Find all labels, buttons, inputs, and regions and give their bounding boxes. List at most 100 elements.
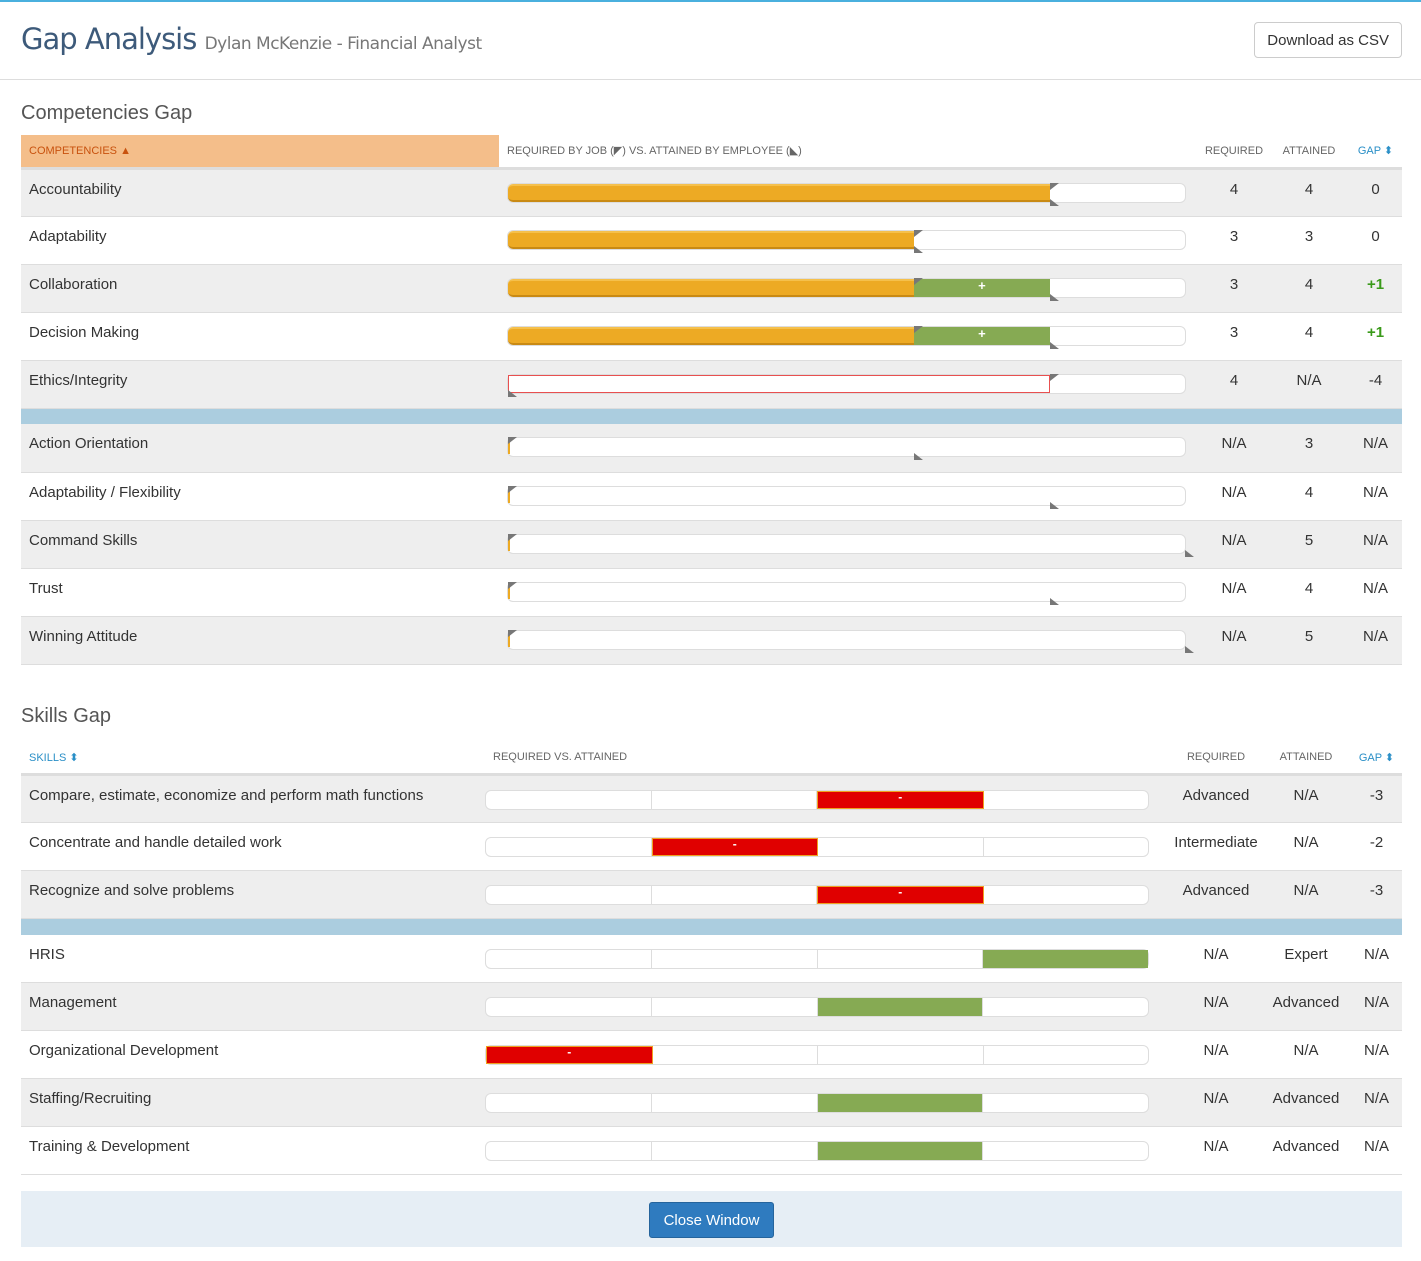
competency-name: Ethics/Integrity [21,360,499,409]
skill-bar [485,948,1149,969]
level-segment [652,886,817,904]
gap-bar-cell [499,568,1199,617]
level-segment [486,1142,652,1160]
gap-value: 0 [1349,168,1402,217]
attained-value: Advanced [1261,1078,1351,1127]
skill-bar-cell [485,982,1171,1031]
gap-value: N/A [1349,568,1402,617]
competency-name: Decision Making [21,312,499,361]
required-value: Intermediate [1171,822,1261,871]
gap-bar [507,533,1194,557]
skill-bar: - [485,1045,1149,1065]
gap-value: N/A [1351,934,1402,983]
attained-column-header: ATTAINED [1269,135,1349,170]
required-value: N/A [1171,1126,1261,1175]
skills-section: Skills Gap SKILLS ⬍ REQUIRED VS. ATTAINE… [0,704,1421,1175]
skill-name: Training & Development [21,1126,485,1175]
level-segment [984,838,1149,856]
attained-flag-icon [1185,645,1194,653]
close-window-button[interactable]: Close Window [648,1202,775,1238]
level-segment [984,1046,1149,1064]
skill-bar: - [485,885,1149,905]
gap-value: N/A [1349,520,1402,569]
download-csv-button[interactable]: Download as CSV [1254,22,1402,58]
skill-bar-cell [485,934,1171,983]
attained-value: N/A [1261,870,1351,919]
attained-flag-icon [1049,501,1059,509]
required-value: 3 [1199,312,1269,361]
skills-gap-column-header[interactable]: GAP ⬍ [1351,741,1402,776]
required-flag-icon [1049,373,1059,381]
gap-bar [507,485,1186,509]
attained-value: 4 [1269,264,1349,313]
required-flag-icon [508,581,517,589]
attained-value: N/A [1261,774,1351,823]
zero-marker [508,632,510,647]
required-value: N/A [1199,520,1269,569]
missing-fill [508,374,1050,393]
required-flag-icon [914,229,924,237]
required-flag-icon [1049,182,1059,190]
gap-value: N/A [1349,424,1402,473]
level-segment [983,998,1148,1016]
gap-bar-cell [499,168,1199,217]
gap-bar [507,229,1186,253]
gap-bar [507,629,1194,653]
attained-value: 5 [1269,616,1349,665]
skill-bar-cell: - [485,1030,1171,1079]
attained-value: 3 [1269,424,1349,473]
group-separator [21,408,1402,424]
competency-name: Adaptability [21,216,499,265]
required-value: N/A [1199,424,1269,473]
competencies-column-header[interactable]: COMPETENCIES ▲ [21,135,499,170]
required-value: N/A [1199,616,1269,665]
gap-value: -4 [1349,360,1402,409]
level-segment [652,1094,818,1112]
competency-name: Accountability [21,168,499,217]
required-flag-icon [508,485,517,493]
gap-value: N/A [1351,1030,1402,1079]
attained-value: 4 [1269,568,1349,617]
required-fill [508,278,915,297]
gap-column-header[interactable]: GAP ⬍ [1349,135,1402,170]
skill-bar: - [485,790,1149,810]
table-row: Training & Development N/A Advanced N/A [21,1126,1402,1175]
gap-value: N/A [1349,472,1402,521]
level-segment [486,886,652,904]
table-row: Concentrate and handle detailed work - I… [21,822,1402,871]
skills-bar-column-header: REQUIRED VS. ATTAINED [485,741,1171,776]
level-segment [652,1142,818,1160]
required-value: N/A [1171,1030,1261,1079]
gap-value: N/A [1349,616,1402,665]
required-value: Advanced [1171,774,1261,823]
required-value: N/A [1171,934,1261,983]
employee-subtitle: Dylan McKenzie - Financial Analyst [204,34,483,54]
attained-value: Advanced [1261,982,1351,1031]
skills-column-header[interactable]: SKILLS ⬍ [21,741,485,776]
attained-flag-icon [1049,198,1059,206]
required-fill [508,230,915,249]
level-segment [652,791,817,809]
table-row: Ethics/Integrity 4 N/A -4 [21,360,1402,409]
level-segment [486,998,652,1016]
skills-heading: Skills Gap [21,704,112,727]
table-row: Compare, estimate, economize and perform… [21,774,1402,823]
gap-value: N/A [1351,982,1402,1031]
level-segment [486,949,652,968]
skills-table: SKILLS ⬍ REQUIRED VS. ATTAINED REQUIRED … [21,741,1402,1175]
attained-flag-icon [1049,293,1059,301]
gap-bar-cell [499,472,1199,521]
skill-name: Organizational Development [21,1030,485,1079]
title-text: Gap Analysis [21,22,197,56]
gap-bar-cell: + [499,264,1199,313]
attained-value: 3 [1269,216,1349,265]
gap-bar: + [507,277,1186,301]
competencies-heading: Competencies Gap [21,102,193,124]
gap-bar [507,182,1186,206]
skill-bar: - [485,837,1149,857]
skill-bar-cell [485,1078,1171,1127]
attained-flag-icon [914,453,924,460]
attained-value: Expert [1261,934,1351,983]
skill-bar [485,997,1149,1017]
skill-bar-cell: - [485,870,1171,919]
